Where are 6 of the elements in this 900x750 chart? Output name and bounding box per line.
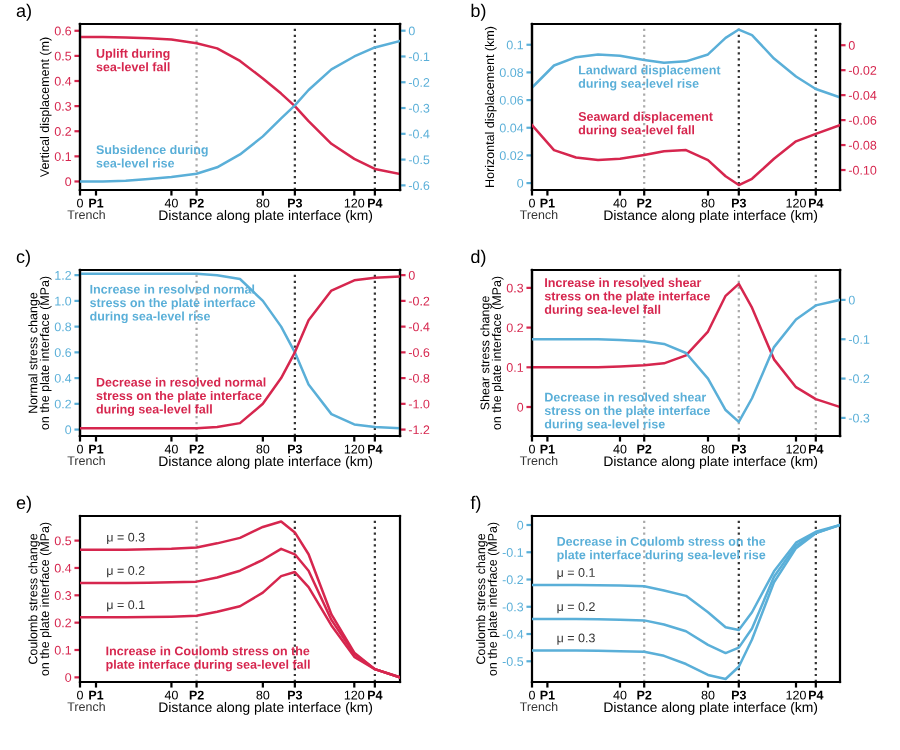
chart-title: d) [471,249,486,267]
chart-title: e) [16,495,31,513]
chart-title: c) [16,249,30,267]
chart-title: f) [470,495,481,513]
chart-title: a) [16,3,31,21]
chart-title: b) [471,3,486,21]
